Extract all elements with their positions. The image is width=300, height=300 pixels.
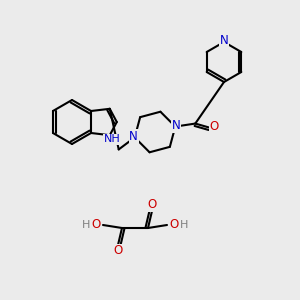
Text: O: O [169,218,178,232]
Text: O: O [113,244,123,257]
Text: O: O [147,199,157,212]
Text: O: O [92,218,100,232]
Text: N: N [220,34,228,47]
Text: H: H [180,220,188,230]
Text: O: O [210,120,219,133]
Text: NH: NH [103,134,120,144]
Text: N: N [172,119,181,132]
Text: H: H [82,220,90,230]
Text: N: N [129,130,138,143]
